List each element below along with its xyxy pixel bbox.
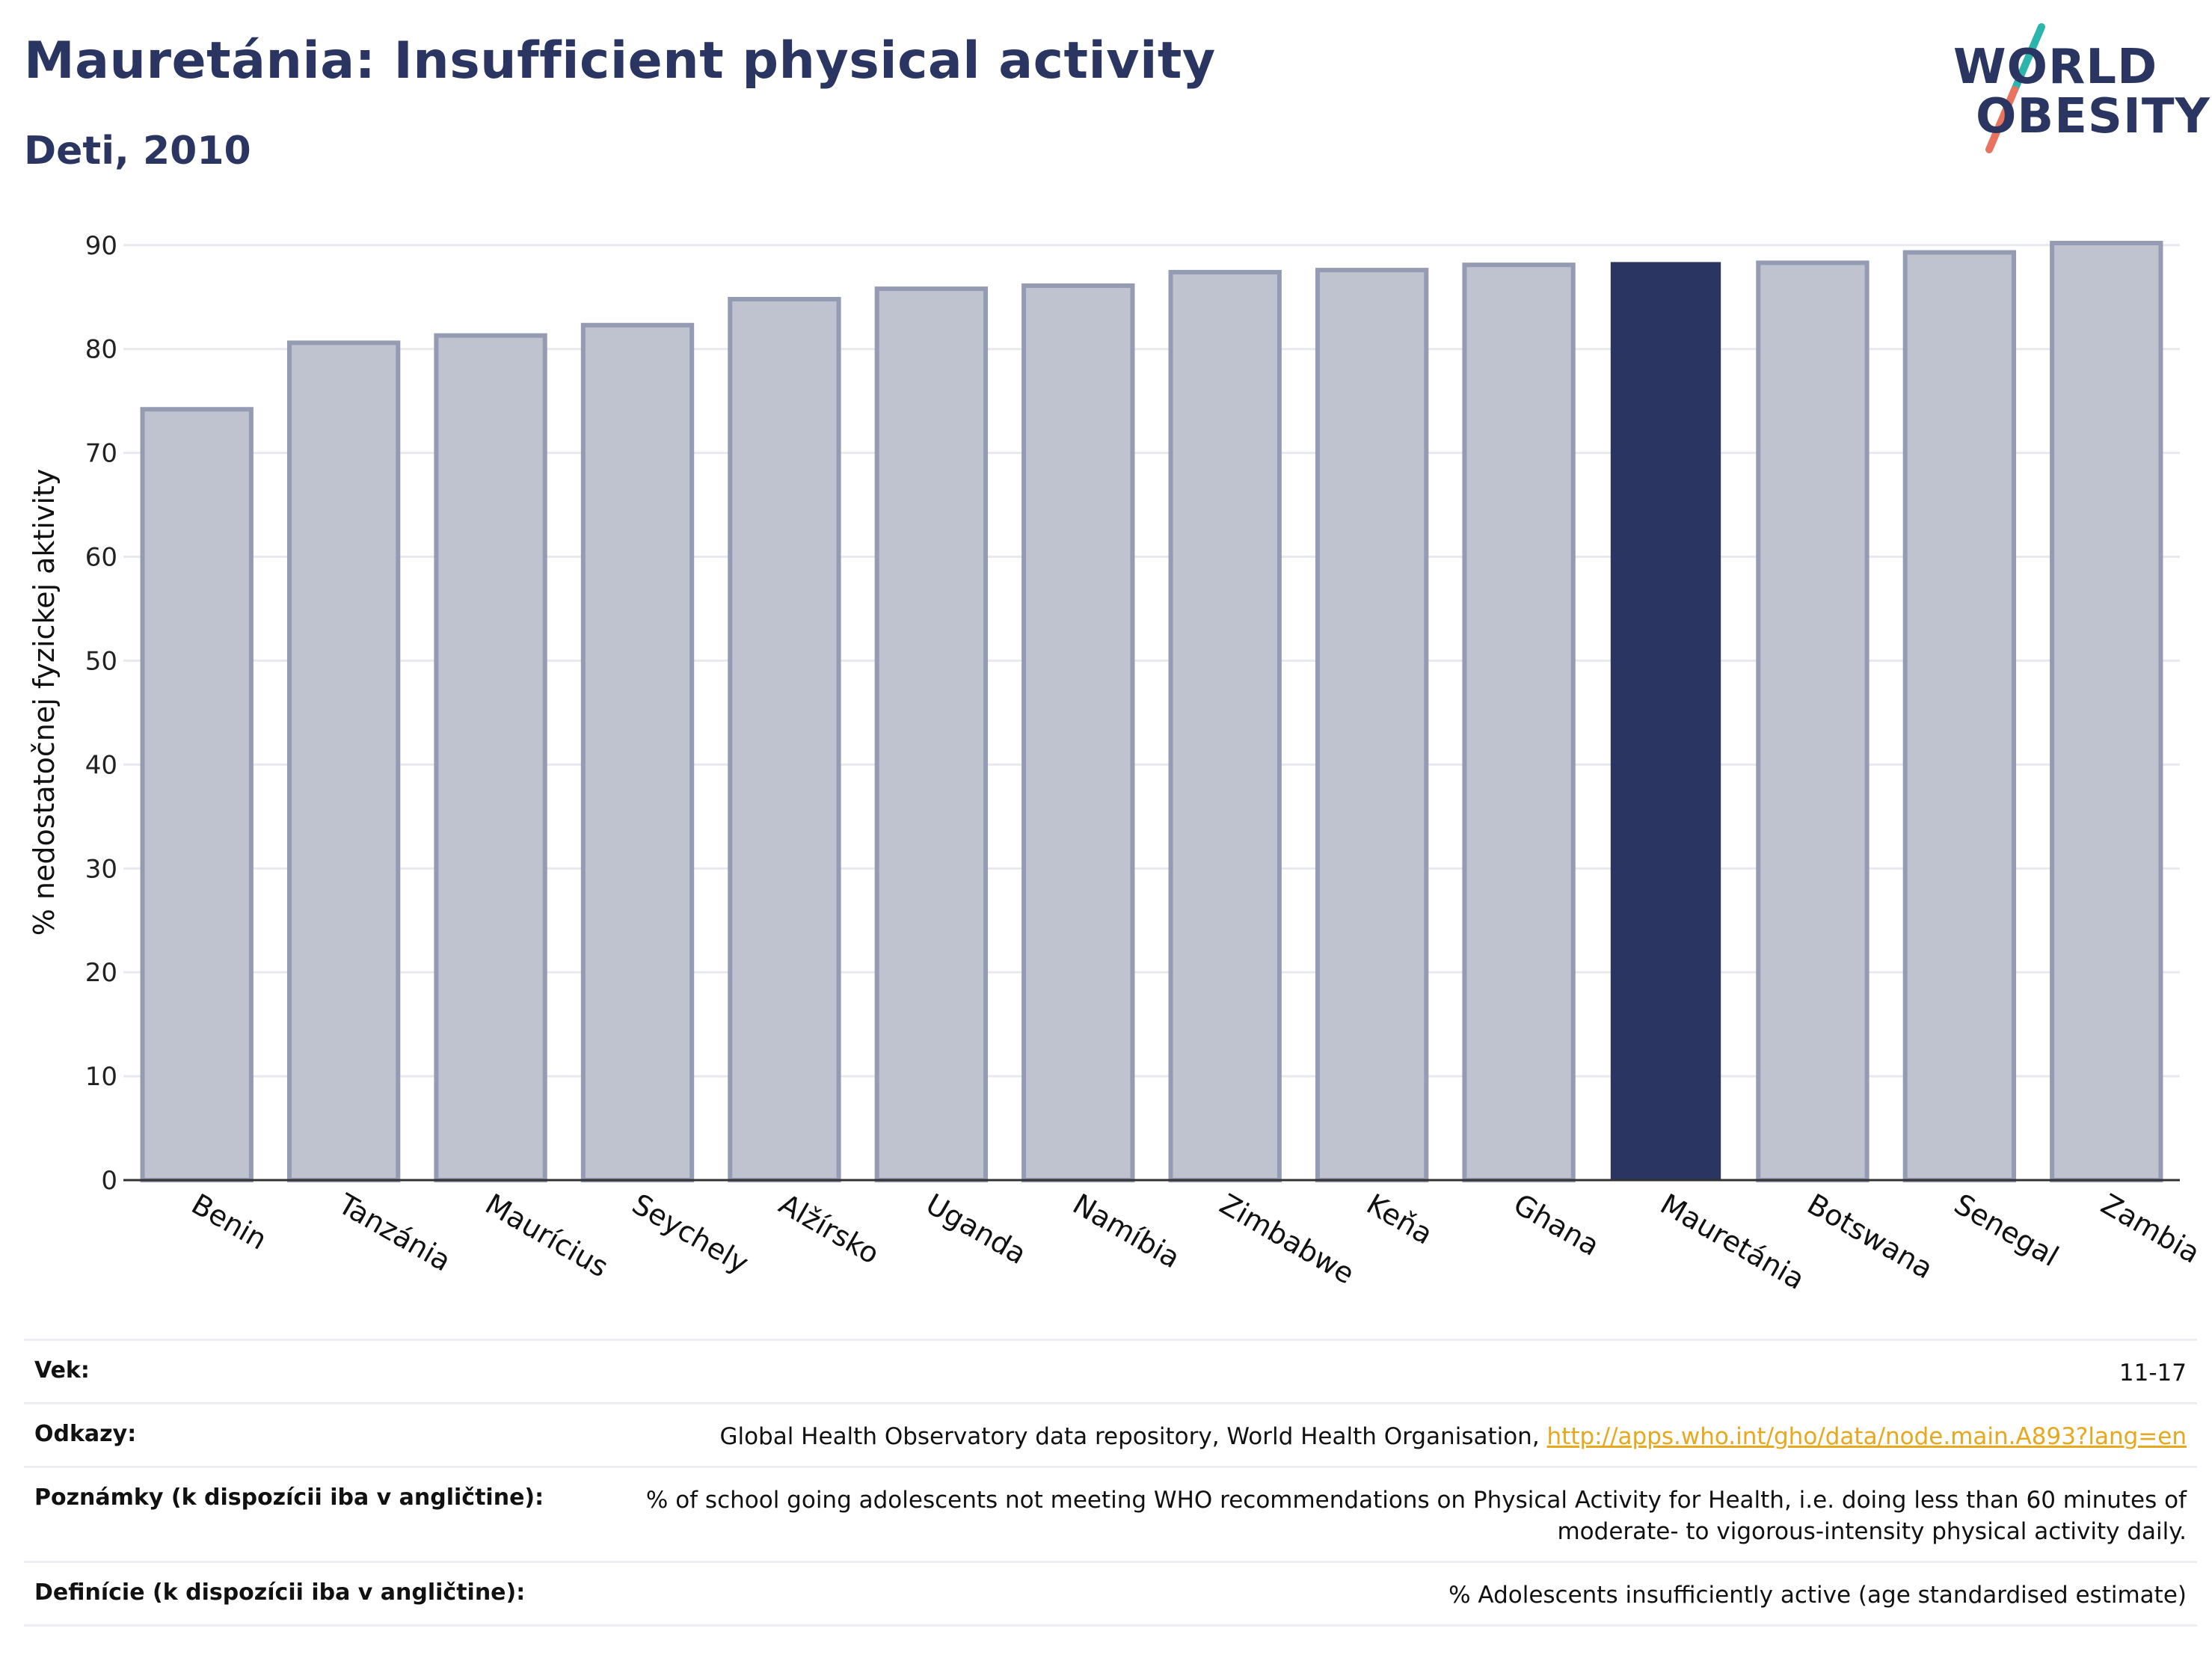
meta-label-references: Odkazy: <box>34 1421 137 1447</box>
world-obesity-logo: WORLD OBESITY <box>1952 21 2210 163</box>
x-tick-label: Namíbia <box>1067 1188 1185 1275</box>
reference-link[interactable]: http://apps.who.int/gho/data/node.main.A… <box>1546 1423 2187 1450</box>
bar-Botswana <box>1756 260 1870 1182</box>
metadata-table: Vek: 11-17 Odkazy: Global Health Observa… <box>24 1339 2197 1627</box>
y-tick-label: 0 <box>101 1166 117 1196</box>
bar-Tanzánia <box>286 340 401 1183</box>
page-title: Mauretánia: Insufficient physical activi… <box>24 31 1216 90</box>
y-axis-label: % nedostatočnej fyzickej aktivity <box>28 469 61 936</box>
x-tick-label: Uganda <box>921 1188 1032 1271</box>
meta-value-definitions: % Adolescents insufficiently active (age… <box>1448 1582 2187 1609</box>
meta-label-age: Vek: <box>34 1357 90 1384</box>
bar-Zambia <box>2050 241 2163 1182</box>
meta-value-references: Global Health Observatory data repositor… <box>719 1421 2187 1452</box>
bars <box>140 241 2163 1183</box>
bar-Zimbabwe <box>1168 269 1282 1182</box>
x-tick-label: Zimbabwe <box>1214 1188 1360 1291</box>
page-subtitle: Deti, 2010 <box>24 129 251 174</box>
x-tick-label: Benin <box>186 1188 273 1256</box>
meta-value-age: 11-17 <box>2119 1360 2187 1387</box>
y-tick-label: 10 <box>85 1062 117 1092</box>
bar-Mauretánia <box>1610 262 1721 1181</box>
y-tick-labels: 0 10 20 30 40 50 60 70 80 90 <box>85 231 117 1196</box>
logo-word-obesity: OBESITY <box>1976 89 2211 144</box>
logo-slash-icon <box>1985 23 2045 153</box>
y-tick-label: 20 <box>85 958 117 988</box>
reference-source-text: Global Health Observatory data repositor… <box>719 1423 1547 1450</box>
x-tick-label: Seychely <box>627 1188 754 1280</box>
meta-value-notes: % of school going adolescents not meetin… <box>645 1487 2187 1545</box>
grid-lines <box>123 244 2180 1182</box>
bar-Uganda <box>874 286 989 1182</box>
bar-Benin <box>140 407 254 1182</box>
bar-Seychely <box>580 322 695 1183</box>
x-tick-label: Maurícius <box>480 1188 614 1284</box>
y-tick-label: 60 <box>85 543 117 573</box>
y-tick-label: 70 <box>85 439 117 469</box>
x-tick-label: Mauretánia <box>1655 1188 1810 1296</box>
x-tick-label: Keňa <box>1361 1188 1438 1251</box>
meta-row-references: Odkazy: Global Health Observatory data r… <box>24 1402 2197 1466</box>
y-tick-label: 80 <box>85 335 117 365</box>
bar-Alžírsko <box>728 297 841 1183</box>
y-tick-label: 40 <box>85 750 117 780</box>
x-tick-label: Senegal <box>1949 1188 2064 1274</box>
meta-label-notes: Poznámky (k dispozícii iba v angličtine)… <box>34 1484 544 1511</box>
y-tick-label: 90 <box>85 231 117 261</box>
bar-chart: 0 10 20 30 40 50 60 70 80 90 Benin Tanzánia Mauríci… <box>28 231 2206 1296</box>
y-tick-label: 50 <box>85 646 117 676</box>
y-tick-label: 30 <box>85 854 117 884</box>
meta-row-definitions: Definície (k dispozícii iba v angličtine… <box>24 1561 2197 1627</box>
bar-Senegal <box>1902 250 2017 1183</box>
x-tick-label: Botswana <box>1801 1188 1938 1286</box>
meta-row-age: Vek: 11-17 <box>24 1339 2197 1402</box>
bar-Ghana <box>1462 262 1576 1182</box>
meta-label-definitions: Definície (k dispozícii iba v angličtine… <box>34 1579 526 1606</box>
x-tick-label: Zambia <box>2095 1188 2205 1270</box>
x-tick-label: Ghana <box>1508 1188 1606 1262</box>
bar-Namíbia <box>1021 283 1135 1182</box>
meta-row-notes: Poznámky (k dispozícii iba v angličtine)… <box>24 1466 2197 1561</box>
bar-Maurícius <box>434 333 547 1182</box>
logo-word-world: WORLD <box>1953 40 2158 95</box>
x-tick-labels: Benin Tanzánia Maurícius Seychely Alžírsko Ug… <box>186 1187 2206 1296</box>
x-tick-label: Tanzánia <box>332 1187 456 1277</box>
bar-Keňa <box>1315 268 1429 1183</box>
x-tick-label: Alžírsko <box>773 1188 885 1271</box>
